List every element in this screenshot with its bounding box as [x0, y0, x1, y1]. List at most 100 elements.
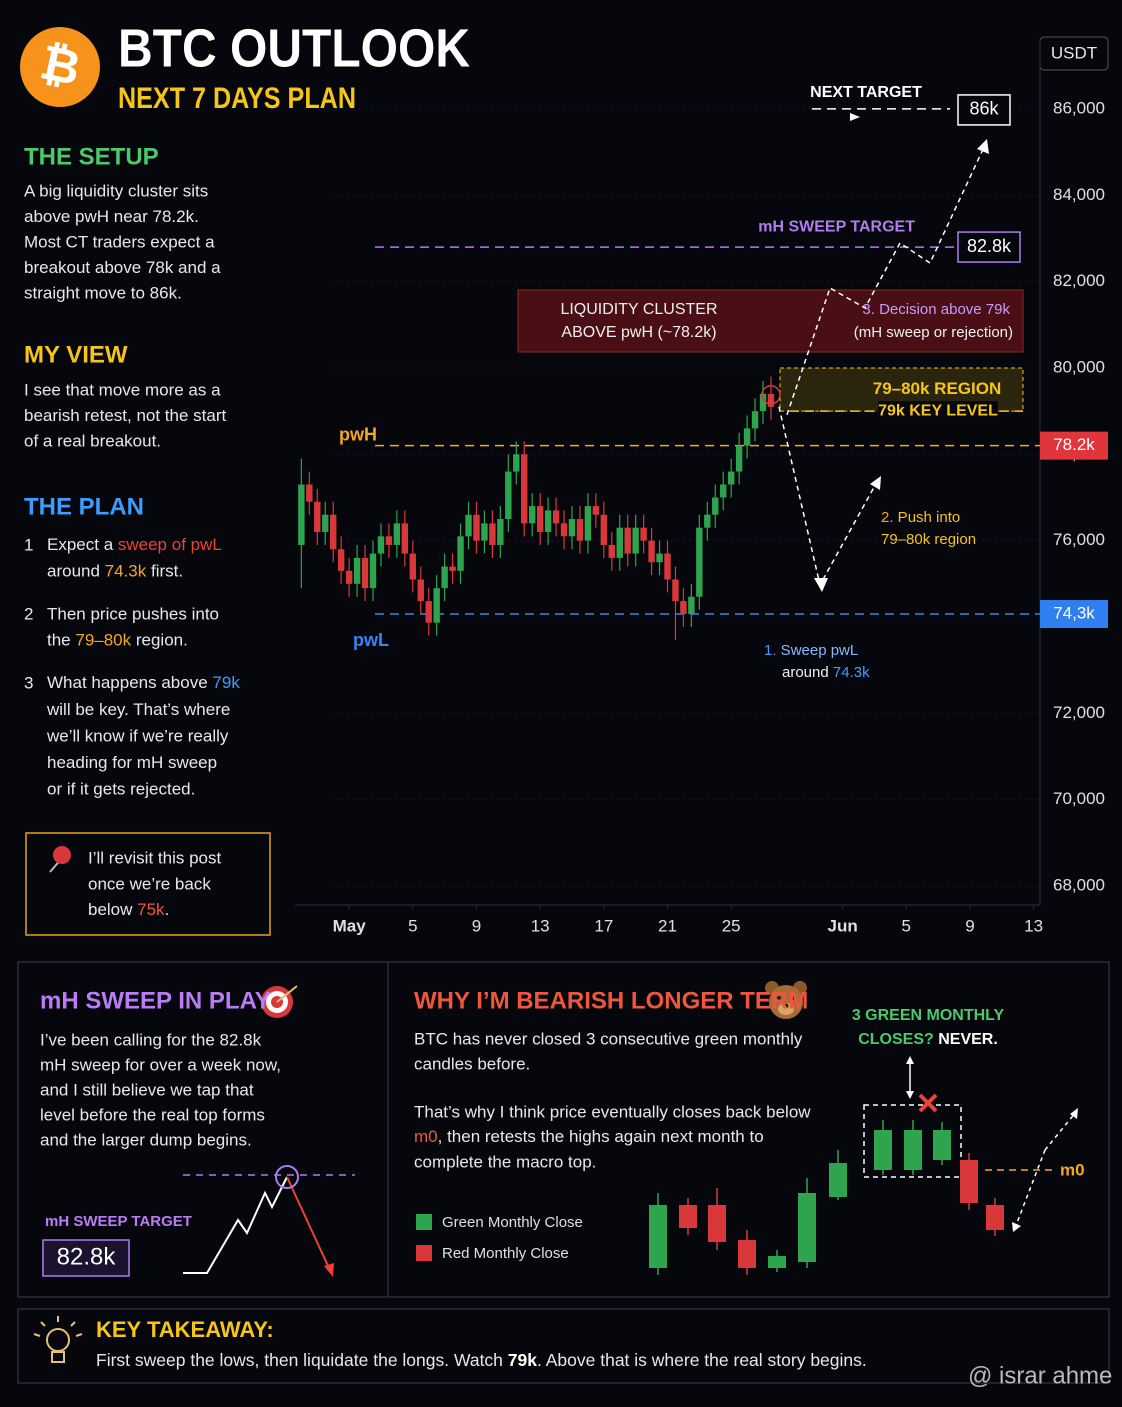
- level-label: mH SWEEP TARGET: [758, 218, 915, 235]
- candle-body: [624, 527, 631, 554]
- arrow-head: [977, 139, 989, 154]
- step1-text: 1. Sweep pwL: [764, 642, 858, 659]
- candle-body: [648, 540, 655, 563]
- panel-text: m0, then retests the highs again next mo…: [414, 1127, 764, 1146]
- view-text: bearish retest, not the start: [24, 406, 226, 425]
- step3-text: (mH sweep or rejection): [854, 324, 1013, 341]
- bearish-panel: [387, 961, 1110, 1298]
- target-value: 82.8k: [57, 1243, 117, 1270]
- pin-icon: [49, 846, 71, 873]
- panel-text: level before the real top forms: [40, 1105, 265, 1124]
- candle-body: [743, 428, 751, 446]
- price-tag: [1040, 600, 1108, 629]
- candle-body: [322, 514, 329, 533]
- note-text: below 75k.: [88, 900, 169, 919]
- candle-body: [608, 544, 615, 558]
- price-chart: 68,00070,00072,00076,00078,00080,00082,0…: [295, 40, 1108, 935]
- setup-text: straight move to 86k.: [24, 283, 182, 302]
- plan-text: Then price pushes into: [47, 604, 219, 623]
- candle-body: [441, 566, 448, 589]
- target-icon: [261, 985, 298, 1018]
- x-tick-label: 5: [902, 916, 911, 935]
- candle-body: [560, 523, 568, 537]
- target-box: [42, 1239, 130, 1277]
- candle-body: [751, 411, 759, 429]
- text-highlight: m0: [414, 1127, 438, 1146]
- cluster-text: LIQUIDITY CLUSTER: [560, 301, 717, 318]
- candle-body: [473, 514, 480, 541]
- plan-number: 2: [24, 604, 33, 623]
- plan-text: around 74.3k first.: [47, 562, 183, 581]
- plan-text: will be key. That’s where: [46, 700, 230, 719]
- text-span: the: [47, 631, 75, 650]
- subtitle: NEXT 7 DAYS PLAN: [118, 82, 356, 115]
- candle-body: [369, 553, 377, 589]
- text-span: first.: [146, 562, 183, 581]
- candle-body: [536, 506, 544, 533]
- arrow-head: [870, 476, 881, 490]
- legend-label: Red Monthly Close: [442, 1245, 569, 1262]
- candle-body: [552, 510, 560, 524]
- candle-body: [345, 570, 353, 584]
- candle-body: [664, 553, 671, 580]
- candle-body: [584, 506, 592, 541]
- candle-body: [696, 527, 703, 597]
- candle-body: [680, 601, 687, 615]
- panel-text: candles before.: [414, 1054, 530, 1073]
- candle-body: [592, 506, 600, 515]
- plan-text: heading for mH sweep: [47, 753, 217, 772]
- setup-text: breakout above 78k and a: [24, 258, 221, 277]
- text-highlight: 79k: [212, 673, 240, 692]
- x-tick-label: 13: [531, 916, 550, 935]
- sweep-sketch: [183, 1165, 355, 1277]
- callout-text: 3 GREEN MONTHLY: [852, 1007, 1005, 1024]
- candle-body: [568, 519, 576, 537]
- text-span: around: [782, 664, 833, 681]
- plan-text: we’ll know if we’re really: [46, 726, 229, 745]
- text-span: Expect a: [47, 535, 118, 554]
- x-tick-label: 13: [1024, 916, 1043, 935]
- text-highlight: 75k: [137, 900, 165, 919]
- takeaway-panel: [17, 1308, 1110, 1384]
- candle-body: [600, 514, 608, 545]
- candle-body: [393, 523, 401, 545]
- y-tick-label: 70,000: [1053, 789, 1105, 808]
- text-highlight: 79k: [508, 1350, 537, 1370]
- callout-text: CLOSES? NEVER.: [858, 1031, 998, 1048]
- target-box: [957, 231, 1021, 263]
- candle-body: [521, 454, 528, 524]
- monthly-sketch: [649, 1056, 1078, 1275]
- setup-text: A big liquidity cluster sits: [24, 181, 208, 200]
- projection-path: [786, 144, 986, 416]
- x-tick-label: May: [333, 916, 367, 935]
- text-highlight: 74.3k: [105, 562, 147, 581]
- text-highlight: sweep of pwL: [118, 535, 222, 554]
- x-tick-label: 21: [658, 916, 677, 935]
- arrow-head: [814, 578, 828, 592]
- level-label: NEXT TARGET: [810, 84, 922, 101]
- watermark: @ israr ahme: [968, 1362, 1112, 1389]
- title: BTC OUTLOOK: [118, 18, 470, 78]
- y-tick-label: 76,000: [1053, 530, 1105, 549]
- target-label: 82.8k: [967, 236, 1012, 256]
- step1-text: around 74.3k: [782, 664, 870, 681]
- panel-text: That’s why I think price eventually clos…: [414, 1102, 811, 1121]
- candle-body: [727, 471, 735, 485]
- candle-body: [481, 523, 488, 541]
- legend-swatch: [416, 1214, 432, 1230]
- level-label: m0: [1060, 1160, 1085, 1179]
- candle-body: [385, 536, 393, 545]
- candle-body: [632, 527, 639, 554]
- candle-body: [377, 536, 385, 554]
- legend-label: Green Monthly Close: [442, 1214, 583, 1231]
- candle-body: [409, 553, 416, 580]
- y-tick-label: 84,000: [1053, 185, 1105, 204]
- candle-body: [528, 506, 536, 524]
- panel-text: mH sweep for over a week now,: [40, 1055, 281, 1074]
- panel-text: complete the macro top.: [414, 1152, 596, 1171]
- candle-body: [576, 519, 584, 541]
- text-highlight: NEVER.: [938, 1031, 998, 1048]
- cluster-box: [517, 289, 1024, 353]
